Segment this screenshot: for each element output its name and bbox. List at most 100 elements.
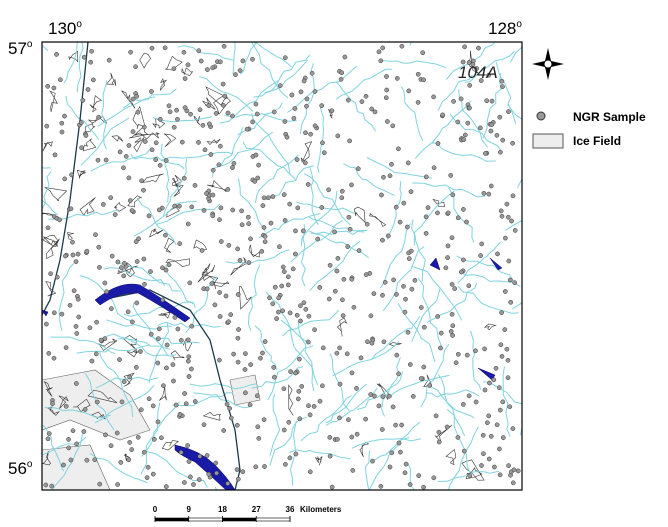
sample-point	[202, 423, 206, 427]
sample-point	[408, 362, 412, 366]
sample-point	[380, 238, 384, 242]
sample-point	[370, 341, 374, 345]
sample-point	[390, 451, 394, 455]
sample-point	[503, 236, 507, 240]
sample-point	[335, 351, 339, 355]
sample-point	[236, 292, 240, 296]
sample-point	[487, 381, 491, 385]
sample-point	[308, 470, 312, 474]
sample-point	[286, 283, 290, 287]
sample-point	[172, 125, 176, 129]
sample-point	[203, 148, 207, 152]
sample-point	[186, 359, 190, 363]
sample-point	[444, 266, 448, 270]
scale-tick-label: 18	[218, 505, 227, 514]
sample-point	[328, 454, 332, 458]
sample-point	[451, 193, 455, 197]
sample-point	[174, 403, 178, 407]
sample-point	[85, 249, 89, 253]
sample-point	[154, 158, 158, 162]
degree: 57	[8, 39, 27, 58]
sample-point	[456, 352, 460, 356]
sample-point	[422, 485, 426, 489]
sample-point	[381, 175, 385, 179]
sample-point	[188, 281, 192, 285]
sample-point	[267, 296, 271, 300]
sample-point	[95, 400, 99, 404]
sample-point	[289, 370, 293, 374]
sample-point	[115, 431, 119, 435]
sample-point	[293, 252, 297, 256]
map-figure: 130o 128o 57o 56o 104A NGR Sample Ice Fi…	[0, 0, 668, 527]
sample-point	[282, 428, 286, 432]
sample-point	[157, 327, 161, 331]
sample-point	[229, 313, 233, 317]
sample-point	[340, 189, 344, 193]
sample-point	[143, 139, 147, 143]
sample-point	[182, 176, 186, 180]
sample-point	[292, 116, 296, 120]
sample-point	[381, 395, 385, 399]
sample-point	[498, 473, 502, 477]
sample-point	[432, 476, 436, 480]
sample-point	[306, 404, 310, 408]
sample-point	[189, 367, 193, 371]
legend-label: Ice Field	[573, 134, 621, 148]
sample-point	[400, 44, 404, 48]
sample-point	[205, 287, 209, 291]
sample-point	[409, 190, 413, 194]
sample-point	[509, 219, 513, 223]
sample-point	[450, 312, 454, 316]
sample-point	[165, 343, 169, 347]
sample-point	[187, 355, 191, 359]
sample-point	[263, 234, 267, 238]
sample-point	[248, 403, 252, 407]
sample-point	[489, 129, 493, 133]
sample-point	[58, 218, 62, 222]
sample-point	[391, 124, 395, 128]
sample-point	[360, 100, 364, 104]
sample-point	[485, 421, 489, 425]
sample-point	[467, 106, 471, 110]
sample-point	[395, 353, 399, 357]
sample-point	[243, 367, 247, 371]
sample-point	[255, 394, 259, 398]
sample-point	[136, 110, 140, 114]
sample-point	[263, 340, 267, 344]
sample-point	[403, 310, 407, 314]
sample-point	[282, 270, 286, 274]
sample-point	[394, 423, 398, 427]
sample-point	[107, 58, 111, 62]
sample-point	[129, 50, 133, 54]
sample-point	[403, 471, 407, 475]
sample-point	[308, 413, 312, 417]
sample-point	[487, 457, 491, 461]
sample-point	[328, 263, 332, 267]
sample-point	[506, 376, 510, 380]
sample-point	[288, 456, 292, 460]
sample-point	[171, 379, 175, 383]
sample-point	[290, 93, 294, 97]
sample-point	[394, 205, 398, 209]
sample-point	[461, 207, 465, 211]
sample-point	[380, 293, 384, 297]
sample-point	[513, 281, 517, 285]
sample-point	[152, 437, 156, 441]
sample-point	[338, 382, 342, 386]
sample-point	[218, 314, 222, 318]
sample-point	[113, 213, 117, 217]
sample-point	[432, 166, 436, 170]
sample-point	[269, 221, 273, 225]
sample-point	[50, 402, 54, 406]
sample-point	[463, 133, 467, 137]
sample-point	[439, 331, 443, 335]
sample-point	[293, 371, 297, 375]
sample-point	[416, 72, 420, 76]
sample-point	[213, 303, 217, 307]
sample-point	[158, 117, 162, 121]
sample-point	[156, 337, 160, 341]
sample-point	[55, 275, 59, 279]
sample-point	[295, 313, 299, 317]
sample-point	[150, 46, 154, 50]
sample-point	[298, 319, 302, 323]
